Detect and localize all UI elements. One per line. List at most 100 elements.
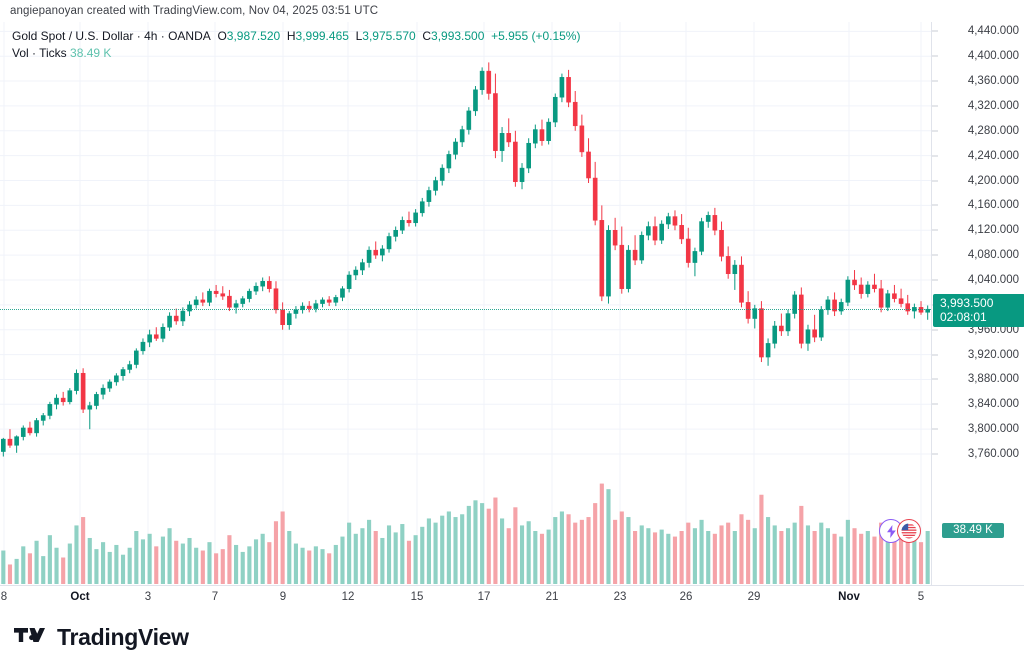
volume-bar xyxy=(526,521,531,584)
volume-bar xyxy=(686,522,691,584)
chart-corner-badges[interactable] xyxy=(879,519,921,543)
price-tick-mark xyxy=(932,105,938,107)
candle-body xyxy=(659,223,664,241)
candle-body xyxy=(479,70,485,91)
volume-bar xyxy=(273,521,279,584)
volume-bar xyxy=(34,540,39,584)
volume-bar xyxy=(267,542,272,584)
price-tick-label: 4,440.000 xyxy=(967,25,1019,38)
candle-body xyxy=(20,427,26,437)
volume-bar xyxy=(559,511,564,584)
volume-bar xyxy=(260,533,265,584)
volume-bar xyxy=(812,531,817,584)
price-tick-label: 3,880.000 xyxy=(967,373,1019,386)
candle-body xyxy=(546,121,551,141)
volume-bar xyxy=(879,522,884,584)
volume-bar xyxy=(466,505,471,584)
candle-body xyxy=(280,309,285,325)
chart-container[interactable]: Gold Spot / U.S. Dollar · 4h · OANDA O3,… xyxy=(0,22,1024,611)
candle-body xyxy=(666,216,671,225)
candle-body xyxy=(306,305,312,309)
chart-plot-area[interactable] xyxy=(0,22,931,585)
volume-bar xyxy=(453,517,458,584)
candle-body xyxy=(320,299,325,304)
volume-bar xyxy=(799,505,804,584)
volume-bar xyxy=(912,539,917,584)
candle-body xyxy=(140,341,146,352)
volume-bar xyxy=(533,531,538,584)
candle-body xyxy=(207,290,212,303)
volume-bar xyxy=(899,531,904,584)
candle-body xyxy=(719,230,724,257)
candle-body xyxy=(705,215,711,222)
candle-body xyxy=(679,225,684,240)
candle-body xyxy=(267,280,272,289)
volume-bar xyxy=(367,519,372,584)
footer-bar: TradingView xyxy=(0,610,1024,665)
time-tick-label: Oct xyxy=(70,591,90,603)
volume-bar xyxy=(247,546,252,584)
volume-bar xyxy=(573,522,578,584)
volume-bar xyxy=(726,522,731,584)
volume-bar xyxy=(134,531,139,584)
volume-bar xyxy=(433,522,438,584)
candle-body xyxy=(240,298,246,304)
us-flag-icon[interactable] xyxy=(897,519,921,543)
volume-bar xyxy=(766,517,771,584)
candle-body xyxy=(340,288,345,298)
price-tick-mark xyxy=(932,204,938,206)
volume-bar xyxy=(586,517,591,584)
candle-body xyxy=(346,274,352,289)
candle-body xyxy=(80,372,86,410)
volume-bar xyxy=(460,514,465,584)
volume-bar xyxy=(380,537,385,584)
chart-grid xyxy=(0,22,931,585)
volume-bar xyxy=(785,528,791,584)
price-tick-label: 4,120.000 xyxy=(967,224,1019,237)
volume-bar xyxy=(320,549,325,584)
candle-body xyxy=(732,264,738,275)
candle-body xyxy=(725,256,731,275)
price-axis[interactable]: 3,993.500 02:08:01 38.49 K 4,440.000 4,40… xyxy=(931,22,1024,585)
volume-bar xyxy=(120,554,126,584)
volume-bar xyxy=(21,546,26,584)
price-tick-mark xyxy=(932,329,938,331)
candle-body xyxy=(759,308,764,358)
volume-bar xyxy=(187,537,192,584)
candle-body xyxy=(486,70,492,94)
price-tick-label: 4,240.000 xyxy=(967,149,1019,162)
volume-bar xyxy=(114,544,119,584)
candle-body xyxy=(393,230,398,237)
time-tick-label: 8 xyxy=(0,591,8,603)
candle-body xyxy=(838,302,844,312)
candle-body xyxy=(792,294,797,314)
price-tick-mark xyxy=(932,80,938,82)
current-price-value: 3,993.500 xyxy=(940,295,994,310)
volume-bar xyxy=(579,519,584,584)
volume-bar xyxy=(194,547,199,584)
price-tick-mark xyxy=(932,453,938,455)
candle-body xyxy=(552,96,558,123)
volume-bar xyxy=(360,528,365,584)
volume-bar xyxy=(227,535,232,584)
candle-body xyxy=(812,329,817,338)
candle-body xyxy=(193,299,199,306)
volume-bar xyxy=(666,533,671,584)
candle-body xyxy=(845,279,851,303)
volume-bar xyxy=(732,531,737,584)
time-axis[interactable]: 8 Oct 3 7 9 12 15 17 21 23 26 29 Nov 5 xyxy=(0,585,1024,611)
volume-bar xyxy=(167,528,172,584)
candle-body xyxy=(885,293,891,308)
candle-body xyxy=(74,372,79,391)
volume-bar xyxy=(779,531,784,584)
candle-body xyxy=(446,154,452,169)
candle-body xyxy=(426,190,432,202)
current-price-badge: 3,993.500 02:08:01 xyxy=(933,293,1024,327)
volume-bar xyxy=(107,551,112,584)
candle-body xyxy=(672,216,678,226)
price-tick-label: 4,280.000 xyxy=(967,124,1019,137)
volume-bar xyxy=(234,544,239,584)
volume-bar xyxy=(506,528,511,584)
candle-body xyxy=(493,93,498,151)
volume-bar xyxy=(519,525,525,584)
